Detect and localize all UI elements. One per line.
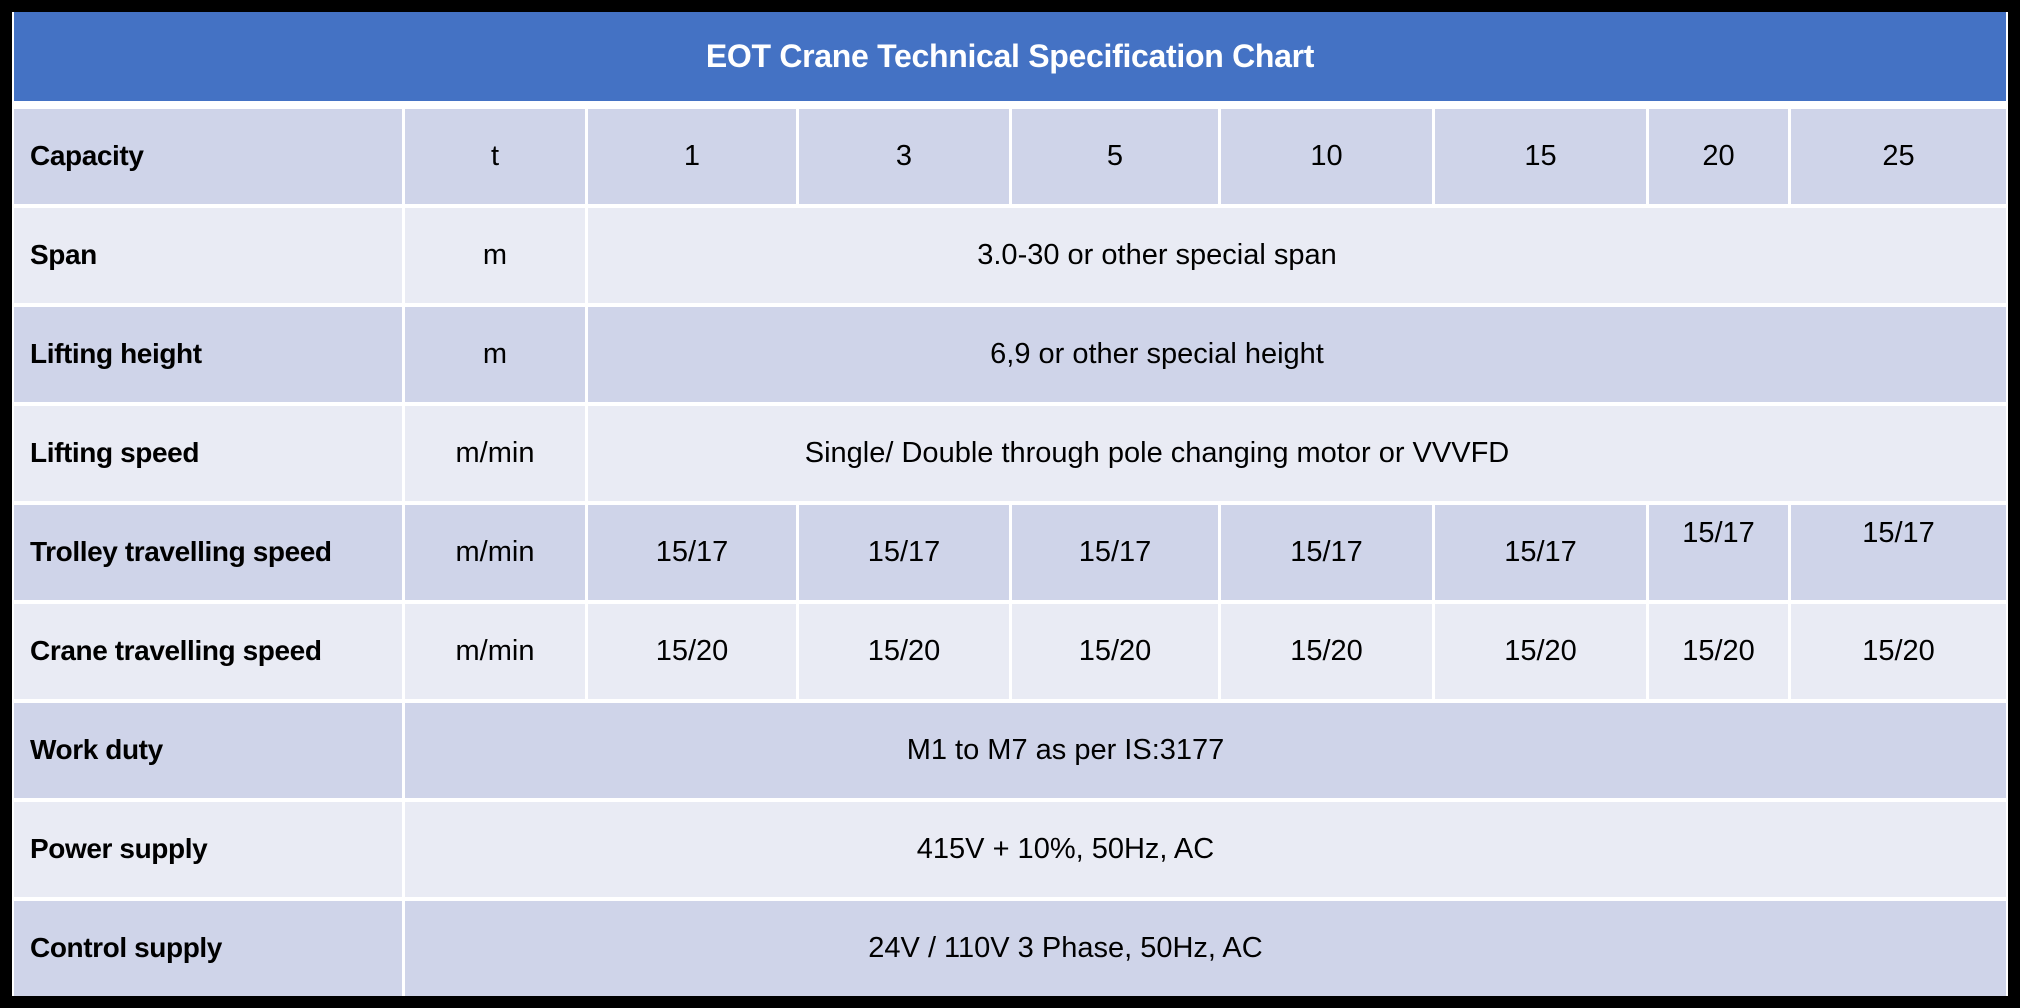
title-bar: EOT Crane Technical Specification Chart bbox=[14, 12, 2006, 101]
row-label: Lifting speed bbox=[14, 406, 402, 501]
merged-value: M1 to M7 as per IS:3177 bbox=[405, 703, 2006, 798]
speed-value: 15/20 bbox=[799, 604, 1009, 699]
merged-value: Single/ Double through pole changing mot… bbox=[588, 406, 2006, 501]
page-title: EOT Crane Technical Specification Chart bbox=[705, 38, 1315, 74]
table-row-power-supply: Power supply 415V + 10%, 50Hz, AC bbox=[14, 802, 2006, 897]
speed-value: 15/17 bbox=[588, 505, 796, 600]
speed-value: 15/17 bbox=[1791, 505, 2006, 600]
unit-cell: t bbox=[405, 109, 585, 204]
row-label: Capacity bbox=[14, 109, 402, 204]
table-row-work-duty: Work duty M1 to M7 as per IS:3177 bbox=[14, 703, 2006, 798]
merged-value: 415V + 10%, 50Hz, AC bbox=[405, 802, 2006, 897]
speed-value: 15/17 bbox=[799, 505, 1009, 600]
table-row-lifting-speed: Lifting speed m/min Single/ Double throu… bbox=[14, 406, 2006, 501]
table-row-control-supply: Control supply 24V / 110V 3 Phase, 50Hz,… bbox=[14, 901, 2006, 996]
merged-value: 3.0-30 or other special span bbox=[588, 208, 2006, 303]
speed-value: 15/20 bbox=[1221, 604, 1432, 699]
unit-cell: m/min bbox=[405, 406, 585, 501]
unit-cell: m/min bbox=[405, 505, 585, 600]
spec-table: EOT Crane Technical Specification Chart … bbox=[12, 12, 2008, 996]
speed-value: 15/17 bbox=[1435, 505, 1646, 600]
merged-value: 24V / 110V 3 Phase, 50Hz, AC bbox=[405, 901, 2006, 996]
capacity-value: 15 bbox=[1435, 109, 1646, 204]
speed-value: 15/17 bbox=[1221, 505, 1432, 600]
speed-value: 15/20 bbox=[1649, 604, 1788, 699]
capacity-value: 10 bbox=[1221, 109, 1432, 204]
row-label: Control supply bbox=[14, 901, 402, 996]
capacity-value: 25 bbox=[1791, 109, 2006, 204]
speed-value: 15/20 bbox=[1791, 604, 2006, 699]
unit-cell: m/min bbox=[405, 604, 585, 699]
table-row-crane-speed: Crane travelling speed m/min 15/20 15/20… bbox=[14, 604, 2006, 699]
table-row-lifting-height: Lifting height m 6,9 or other special he… bbox=[14, 307, 2006, 402]
row-label: Power supply bbox=[14, 802, 402, 897]
speed-value: 15/17 bbox=[1649, 505, 1788, 600]
table-row-capacity: Capacity t 1 3 5 10 15 20 25 bbox=[14, 109, 2006, 204]
merged-value: 6,9 or other special height bbox=[588, 307, 2006, 402]
unit-cell: m bbox=[405, 307, 585, 402]
capacity-value: 20 bbox=[1649, 109, 1788, 204]
speed-value: 15/20 bbox=[1012, 604, 1218, 699]
row-label: Lifting height bbox=[14, 307, 402, 402]
row-label: Span bbox=[14, 208, 402, 303]
speed-value: 15/20 bbox=[588, 604, 796, 699]
capacity-value: 1 bbox=[588, 109, 796, 204]
speed-value: 15/20 bbox=[1435, 604, 1646, 699]
speed-value: 15/17 bbox=[1012, 505, 1218, 600]
row-label: Crane travelling speed bbox=[14, 604, 402, 699]
table-row-trolley-speed: Trolley travelling speed m/min 15/17 15/… bbox=[14, 505, 2006, 600]
row-label: Trolley travelling speed bbox=[14, 505, 402, 600]
unit-cell: m bbox=[405, 208, 585, 303]
table-row-span: Span m 3.0-30 or other special span bbox=[14, 208, 2006, 303]
capacity-value: 3 bbox=[799, 109, 1009, 204]
row-label: Work duty bbox=[14, 703, 402, 798]
capacity-value: 5 bbox=[1012, 109, 1218, 204]
